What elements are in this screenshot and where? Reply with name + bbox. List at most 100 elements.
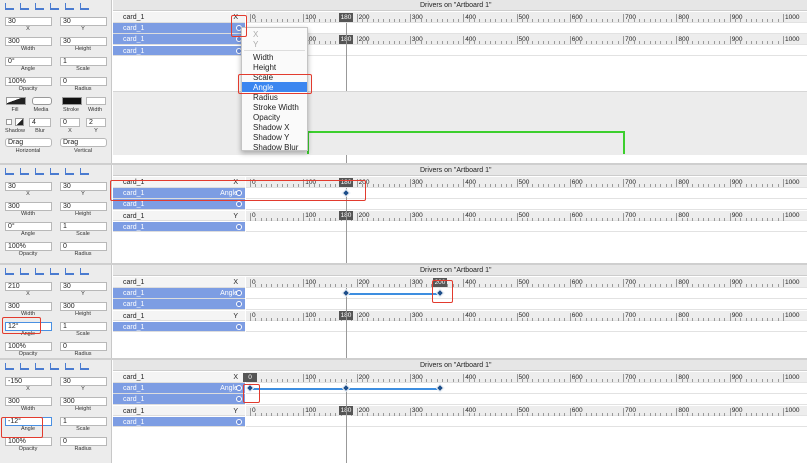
ruler-tick [335,412,337,416]
ruler-tick [388,217,390,221]
ruler-tick [633,284,635,287]
driver-row [113,394,245,405]
ruler-tick [329,19,331,22]
ruler-tick [655,19,657,22]
ruler-tick [473,184,475,187]
ruler-tick [500,317,502,321]
ruler-tick [495,379,497,382]
ruler-tick [708,184,710,187]
ruler-tick [649,217,651,221]
ruler-tick [511,184,513,187]
ruler-tick [591,217,593,221]
ruler-tick [644,284,646,287]
ruler-tick [420,379,422,382]
ruler-tick [735,379,737,382]
ruler-tick [388,184,390,187]
field-label: Y [81,191,85,197]
ruler-tick [452,412,454,416]
ruler-tick [383,379,385,382]
field-label: Scale [76,231,90,237]
ruler-tick [367,184,369,187]
ruler-tick [265,412,267,416]
ruler-tick [377,19,379,22]
highlight-box [1,417,43,438]
ruler-tick [660,19,662,22]
align-icon [5,3,14,10]
ruler-label: 800 [678,373,690,381]
highlight-box [110,180,366,201]
ruler-tick [756,379,758,382]
ruler-tick [383,41,385,45]
text-field: 100% [5,342,52,351]
ruler-tick [687,412,689,416]
driver-row [113,177,245,188]
ruler-tick [265,379,267,382]
ruler-tick [740,217,742,221]
ruler-tick [596,412,598,416]
ruler-tick [575,284,577,287]
row-menu-button [236,190,242,197]
ruler-tick [500,217,502,221]
ruler-tick [505,41,507,45]
ruler-tick [740,41,742,45]
ruler-tick [271,284,273,287]
ruler-tick [500,184,502,187]
ruler-tick [303,212,305,221]
ruler-tick [591,184,593,187]
ruler-label: 300 [411,278,423,286]
ruler-tick [271,184,273,187]
ruler-tick [580,379,582,382]
driver-row [113,372,245,383]
ruler-tick [265,317,267,321]
row-name: card_1 [123,374,145,381]
ruler-tick [756,41,758,45]
ruler-tick [479,217,481,221]
ruler-tick [377,184,379,187]
ruler-label: 0 [252,13,256,21]
align-icon [80,3,89,10]
ruler-tick [527,19,529,22]
ruler-label: 800 [678,312,690,320]
ruler-tick [484,41,486,45]
ruler-tick [383,284,385,287]
ruler-tick [644,412,646,416]
row-name: card_1 [123,396,145,404]
canvas-area [113,91,807,155]
ruler-tick [479,41,481,45]
ruler-tick [628,317,630,321]
ruler-label: 400 [465,178,477,186]
text-field: 300 [60,302,107,311]
ruler-tick [372,412,374,416]
ruler-tick [489,317,491,321]
ruler-tick [772,379,774,382]
ruler-tick [553,19,555,22]
align-icon [20,168,29,175]
field-label: Opacity [18,351,38,357]
field-label: X [26,291,30,297]
text-field: 300 [5,302,52,311]
field-label: Angle [20,66,36,72]
ruler-tick [761,379,763,382]
ruler-tick [505,317,507,321]
ruler-tick [527,284,529,287]
ruler-tick [692,412,694,416]
ruler-tick [250,312,251,321]
text-field: -150 [5,377,52,386]
align-icon [50,168,59,175]
ruler-label: 200 [358,407,370,415]
row-name: card_1 [123,385,145,393]
ruler-label: 700 [625,178,636,186]
field-label: Angle [20,426,36,432]
ruler-tick [468,317,470,321]
playhead-badge: 180 [339,177,353,187]
ruler-tick [404,217,406,221]
ruler-label: 200 [358,35,370,43]
text-field: 30 [60,37,107,46]
ruler-tick [564,217,566,221]
driver-row [113,416,245,428]
ruler-tick [319,317,321,321]
field-label: Height [75,46,91,52]
ruler-tick [292,19,294,22]
align-icon [50,3,59,10]
row-menu-button [236,290,242,297]
